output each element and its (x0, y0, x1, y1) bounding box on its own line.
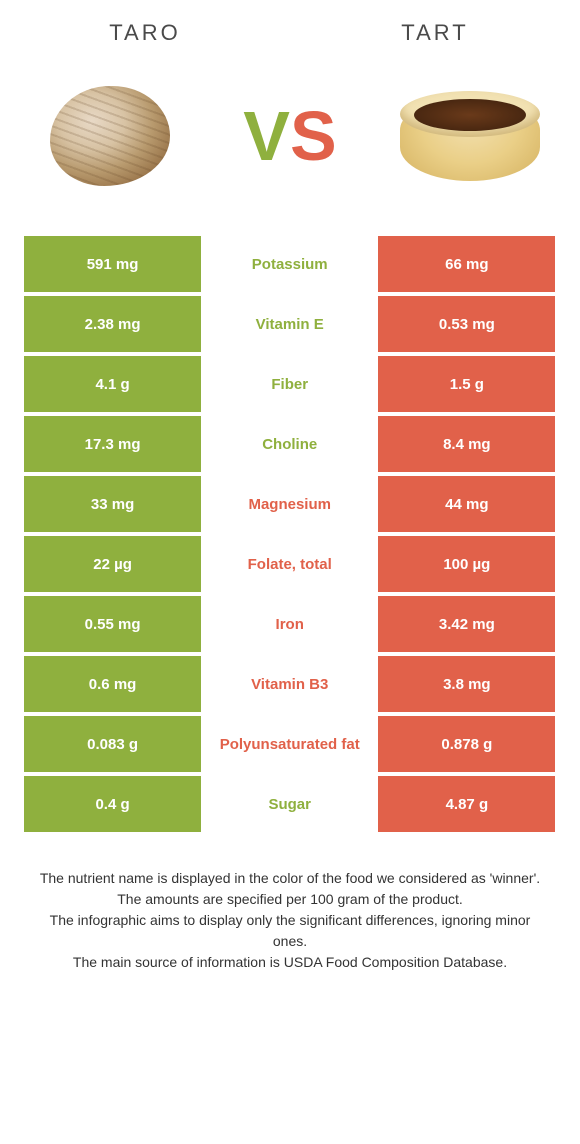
table-row: 4.1 gFiber1.5 g (24, 356, 556, 412)
table-row: 0.4 gSugar4.87 g (24, 776, 556, 832)
value-right: 100 µg (378, 536, 555, 592)
value-right: 4.87 g (378, 776, 555, 832)
nutrient-label: Potassium (201, 236, 378, 292)
header-left: Taro (0, 20, 290, 46)
vs-v: V (243, 96, 290, 176)
value-left: 0.55 mg (24, 596, 201, 652)
value-right: 0.878 g (378, 716, 555, 772)
taro-image (40, 66, 180, 206)
comparison-table: 591 mgPotassium66 mg2.38 mgVitamin E0.53… (24, 236, 556, 832)
nutrient-label: Vitamin B3 (201, 656, 378, 712)
nutrient-label: Polyunsaturated fat (201, 716, 378, 772)
value-right: 0.53 mg (378, 296, 555, 352)
table-row: 33 mgMagnesium44 mg (24, 476, 556, 532)
table-row: 0.6 mgVitamin B33.8 mg (24, 656, 556, 712)
table-row: 2.38 mgVitamin E0.53 mg (24, 296, 556, 352)
images-row: VS (0, 66, 580, 206)
nutrient-label: Folate, total (201, 536, 378, 592)
nutrient-label: Fiber (201, 356, 378, 412)
header-right: Tart (290, 20, 580, 46)
nutrient-label: Vitamin E (201, 296, 378, 352)
table-row: 22 µgFolate, total100 µg (24, 536, 556, 592)
value-left: 22 µg (24, 536, 201, 592)
nutrient-label: Sugar (201, 776, 378, 832)
taro-icon (50, 86, 170, 186)
footer-notes: The nutrient name is displayed in the co… (0, 868, 580, 973)
nutrient-label: Choline (201, 416, 378, 472)
value-right: 1.5 g (378, 356, 555, 412)
value-left: 17.3 mg (24, 416, 201, 472)
footer-line-3: The infographic aims to display only the… (38, 910, 542, 952)
table-row: 591 mgPotassium66 mg (24, 236, 556, 292)
footer-line-4: The main source of information is USDA F… (38, 952, 542, 973)
vs-label: VS (243, 96, 336, 176)
value-right: 66 mg (378, 236, 555, 292)
value-right: 3.42 mg (378, 596, 555, 652)
value-left: 591 mg (24, 236, 201, 292)
value-right: 3.8 mg (378, 656, 555, 712)
value-left: 33 mg (24, 476, 201, 532)
tart-icon (400, 91, 540, 181)
footer-line-1: The nutrient name is displayed in the co… (38, 868, 542, 889)
nutrient-label: Magnesium (201, 476, 378, 532)
table-row: 0.083 gPolyunsaturated fat0.878 g (24, 716, 556, 772)
value-left: 0.4 g (24, 776, 201, 832)
table-row: 0.55 mgIron3.42 mg (24, 596, 556, 652)
value-right: 8.4 mg (378, 416, 555, 472)
value-right: 44 mg (378, 476, 555, 532)
tart-image (400, 66, 540, 206)
value-left: 0.6 mg (24, 656, 201, 712)
footer-line-2: The amounts are specified per 100 gram o… (38, 889, 542, 910)
value-left: 0.083 g (24, 716, 201, 772)
vs-s: S (290, 96, 337, 176)
value-left: 2.38 mg (24, 296, 201, 352)
value-left: 4.1 g (24, 356, 201, 412)
table-row: 17.3 mgCholine8.4 mg (24, 416, 556, 472)
header: Taro Tart (0, 20, 580, 46)
nutrient-label: Iron (201, 596, 378, 652)
